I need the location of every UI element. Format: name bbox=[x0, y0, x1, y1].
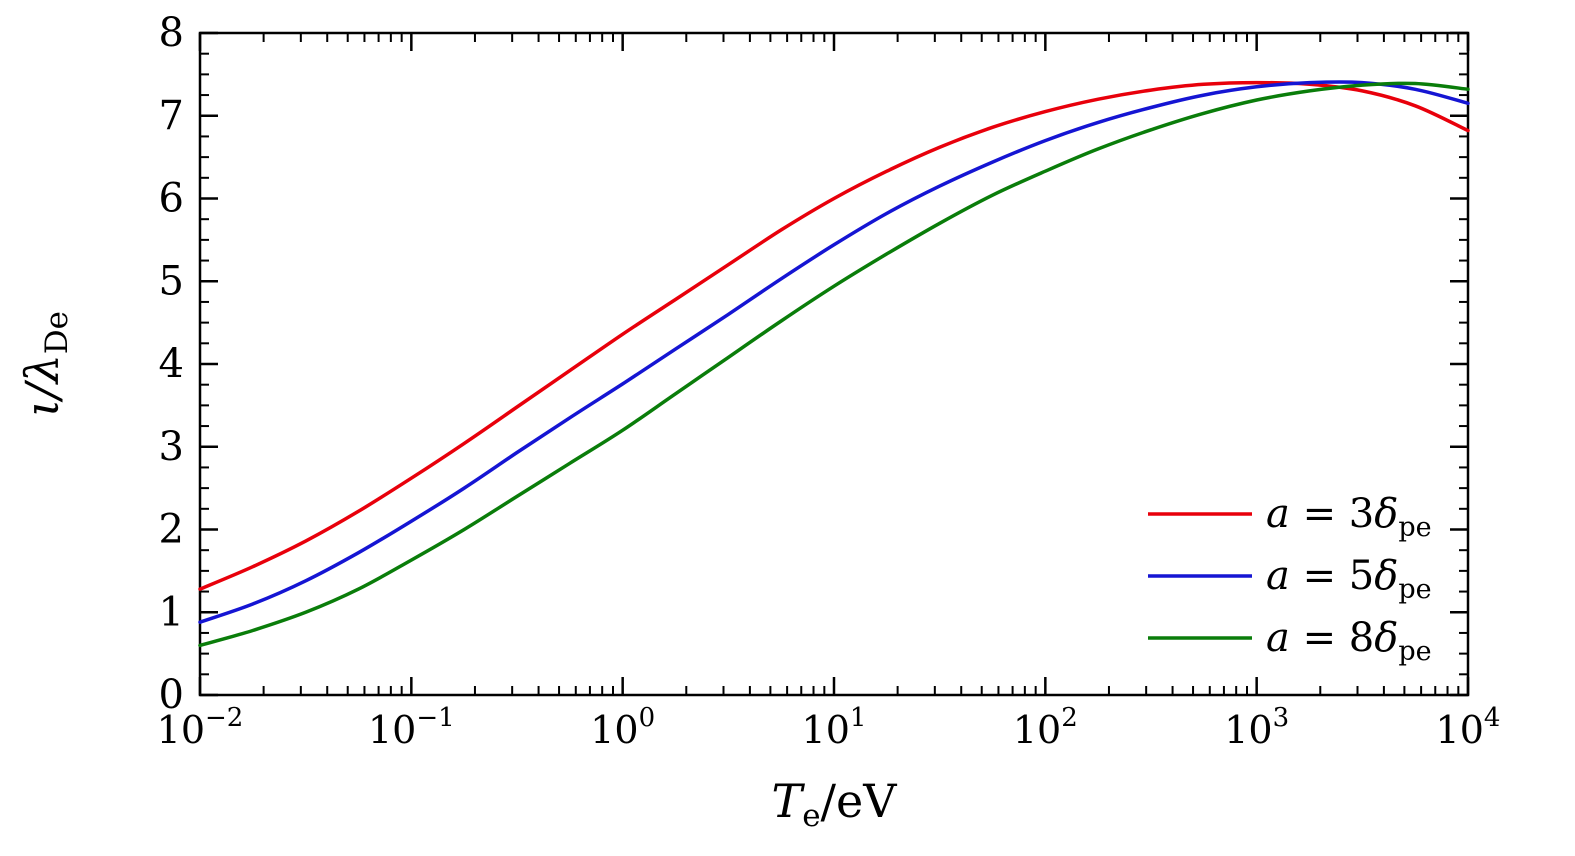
y-tick-label: 7 bbox=[159, 93, 184, 139]
y-tick-label: 0 bbox=[159, 672, 184, 718]
x-tick-label: 10−1 bbox=[368, 703, 455, 752]
series-3dpe bbox=[198, 80, 1470, 591]
y-tick-label: 5 bbox=[159, 258, 184, 304]
series-line bbox=[198, 81, 1470, 648]
x-tick-label: 103 bbox=[1224, 703, 1289, 752]
series-line bbox=[198, 80, 1470, 591]
y-tick-label: 1 bbox=[159, 589, 184, 635]
legend-label: a = 3δpe bbox=[1266, 491, 1432, 543]
y-tick-label: 3 bbox=[159, 424, 184, 470]
series-line bbox=[198, 80, 1470, 624]
y-tick-label: 6 bbox=[159, 176, 184, 222]
y-tick-label: 2 bbox=[159, 507, 184, 553]
y-axis-label: ι/λDe bbox=[15, 311, 75, 417]
series-5dpe bbox=[198, 80, 1470, 624]
series-8dpe bbox=[198, 81, 1470, 648]
y-tick-label: 8 bbox=[159, 10, 184, 56]
legend: a = 3δpe a = 5δpe a = 8δpe bbox=[1148, 491, 1432, 667]
y-axis: 0 1 2 3 4 5 6 7 8 bbox=[159, 10, 1468, 718]
legend-label: a = 5δpe bbox=[1266, 553, 1432, 605]
x-tick-label: 10−2 bbox=[157, 703, 244, 752]
x-tick-label: 104 bbox=[1436, 703, 1501, 752]
x-axis-label: Te/eV bbox=[772, 774, 898, 834]
legend-label: a = 8δpe bbox=[1266, 615, 1432, 667]
x-tick-label: 100 bbox=[590, 703, 655, 752]
y-tick-label: 4 bbox=[159, 341, 184, 387]
x-tick-label: 101 bbox=[802, 703, 867, 752]
x-tick-label: 102 bbox=[1013, 703, 1078, 752]
